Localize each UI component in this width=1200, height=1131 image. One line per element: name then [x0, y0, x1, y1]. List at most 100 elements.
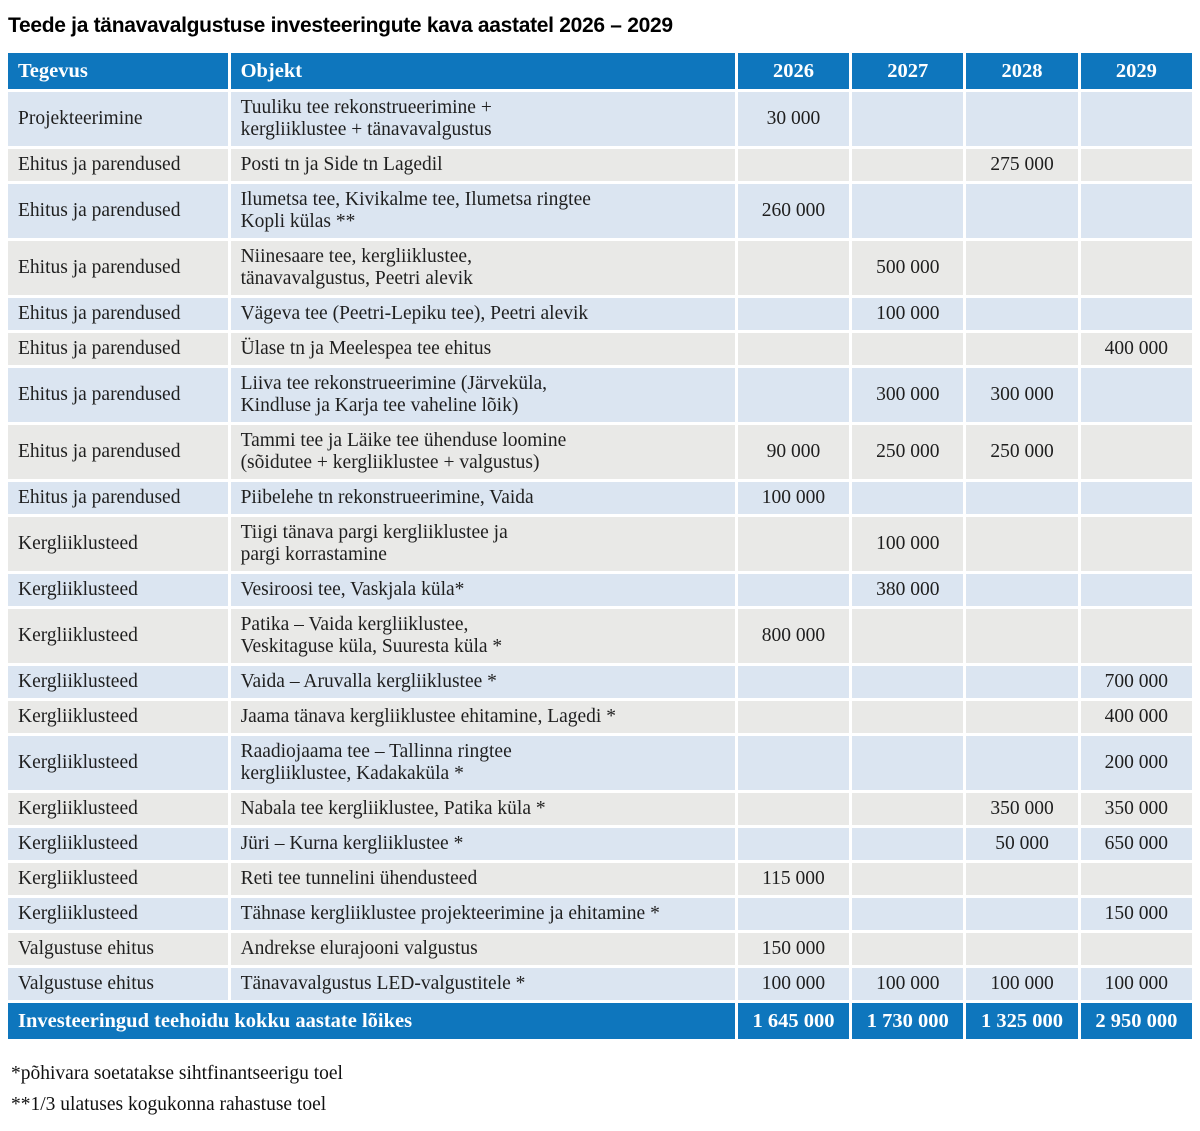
year-value-cell: 250 000: [852, 425, 964, 479]
year-value-cell: [852, 666, 964, 698]
tegevus-cell: Valgustuse ehitus: [8, 933, 228, 965]
column-header-tegevus: Tegevus: [8, 53, 228, 89]
year-value-cell: [852, 828, 964, 860]
table-row: Ehitus ja parendused Piibelehe tn rekonst…: [8, 482, 1192, 514]
objekt-cell: Piibelehe tn rekonstrueerimine, Vaida: [230, 482, 735, 514]
objekt-cell: Tänavavalgustus LED-valgustitele *: [230, 968, 735, 1000]
year-value-cell: [737, 517, 850, 571]
year-value-cell: [737, 793, 850, 825]
year-value-cell: [966, 666, 1078, 698]
table-row: Ehitus ja parendused Ilumetsa tee, Kivika…: [8, 184, 1192, 238]
objekt-cell: Nabala tee kergliiklustee, Patika küla *: [230, 793, 735, 825]
year-value-cell: [966, 298, 1078, 330]
year-value-cell: 400 000: [1080, 701, 1192, 733]
year-value-cell: [966, 933, 1078, 965]
footnote-double-asterisk: **1/3 ulatuses kogukonna rahastuse toel: [11, 1094, 327, 1115]
year-value-cell: [966, 574, 1078, 606]
year-value-cell: [737, 333, 850, 365]
tegevus-cell: Valgustuse ehitus: [8, 968, 228, 1000]
year-value-cell: [966, 241, 1078, 295]
investment-table: Tegevus Objekt 2026 2027 2028 2029 Projekte…: [5, 50, 1195, 1042]
year-value-cell: [966, 736, 1078, 790]
year-value-cell: 260 000: [737, 184, 850, 238]
year-value-cell: [1080, 609, 1192, 663]
table-row: Kergliiklusteed Reti tee tunnelini ühendu…: [8, 863, 1192, 895]
table-row: Ehitus ja parendused Tammi tee ja Läike t…: [8, 425, 1192, 479]
table-row: Kergliiklusteed Vaida – Aruvalla kergliik…: [8, 666, 1192, 698]
table-row: Ehitus ja parendused Posti tn ja Side tn …: [8, 149, 1192, 181]
tegevus-cell: Kergliiklusteed: [8, 666, 228, 698]
year-value-cell: [1080, 425, 1192, 479]
table-row: Kergliiklusteed Vesiroosi tee, Vaskjala k…: [8, 574, 1192, 606]
table-row: Kergliiklusteed Nabala tee kergliiklustee…: [8, 793, 1192, 825]
total-row: Investeeringud teehoidu kokku aastate lõ…: [8, 1003, 1192, 1039]
year-value-cell: [1080, 184, 1192, 238]
year-value-cell: 100 000: [737, 968, 850, 1000]
year-value-cell: [737, 701, 850, 733]
year-value-cell: [966, 517, 1078, 571]
objekt-cell: Reti tee tunnelini ühendusteed: [230, 863, 735, 895]
table-row: Projekteerimine Tuuliku tee rekonstrueeri…: [8, 92, 1192, 146]
tegevus-cell: Kergliiklusteed: [8, 574, 228, 606]
table-row: Kergliiklusteed Jüri – Kurna kergliiklust…: [8, 828, 1192, 860]
year-value-cell: 100 000: [852, 298, 964, 330]
table-body: Projekteerimine Tuuliku tee rekonstrueeri…: [8, 92, 1192, 1000]
column-header-year: 2028: [966, 53, 1078, 89]
year-value-cell: [852, 609, 964, 663]
total-value-cell: 1 645 000: [737, 1003, 850, 1039]
table-row: Ehitus ja parendused Niinesaare tee, kerg…: [8, 241, 1192, 295]
tegevus-cell: Kergliiklusteed: [8, 828, 228, 860]
table-row: Ehitus ja parendused Vägeva tee (Peetri-L…: [8, 298, 1192, 330]
year-value-cell: 380 000: [852, 574, 964, 606]
tegevus-cell: Ehitus ja parendused: [8, 333, 228, 365]
year-value-cell: [1080, 241, 1192, 295]
year-value-cell: [737, 149, 850, 181]
objekt-cell: Raadiojaama tee – Tallinna ringtee kergl…: [230, 736, 735, 790]
year-value-cell: [966, 898, 1078, 930]
objekt-cell: Liiva tee rekonstrueerimine (Järveküla, …: [230, 368, 735, 422]
year-value-cell: [852, 736, 964, 790]
year-value-cell: 250 000: [966, 425, 1078, 479]
year-value-cell: 150 000: [1080, 898, 1192, 930]
footnotes: *põhivara soetatakse sihtfinantseerigu t…: [11, 1058, 1195, 1120]
year-value-cell: [737, 736, 850, 790]
year-value-cell: [852, 149, 964, 181]
year-value-cell: [737, 828, 850, 860]
column-header-year: 2026: [737, 53, 850, 89]
tegevus-cell: Ehitus ja parendused: [8, 241, 228, 295]
year-value-cell: 115 000: [737, 863, 850, 895]
objekt-cell: Tuuliku tee rekonstrueerimine + kergliik…: [230, 92, 735, 146]
column-header-year: 2027: [852, 53, 964, 89]
total-value-cell: 1 325 000: [966, 1003, 1078, 1039]
tegevus-cell: Kergliiklusteed: [8, 736, 228, 790]
objekt-cell: Vaida – Aruvalla kergliiklustee *: [230, 666, 735, 698]
year-value-cell: 150 000: [737, 933, 850, 965]
total-row-label: Investeeringud teehoidu kokku aastate lõ…: [8, 1003, 735, 1039]
tegevus-cell: Ehitus ja parendused: [8, 482, 228, 514]
year-value-cell: [966, 863, 1078, 895]
tegevus-cell: Ehitus ja parendused: [8, 368, 228, 422]
year-value-cell: 100 000: [737, 482, 850, 514]
objekt-cell: Niinesaare tee, kergliiklustee, tänavava…: [230, 241, 735, 295]
year-value-cell: [852, 92, 964, 146]
tegevus-cell: Ehitus ja parendused: [8, 184, 228, 238]
tegevus-cell: Kergliiklusteed: [8, 609, 228, 663]
year-value-cell: [737, 666, 850, 698]
year-value-cell: 275 000: [966, 149, 1078, 181]
year-value-cell: [966, 333, 1078, 365]
tegevus-cell: Ehitus ja parendused: [8, 425, 228, 479]
year-value-cell: [852, 933, 964, 965]
objekt-cell: Vesiroosi tee, Vaskjala küla*: [230, 574, 735, 606]
year-value-cell: 500 000: [852, 241, 964, 295]
column-header-objekt: Objekt: [230, 53, 735, 89]
year-value-cell: 100 000: [966, 968, 1078, 1000]
year-value-cell: [852, 333, 964, 365]
objekt-cell: Tiigi tänava pargi kergliiklustee ja par…: [230, 517, 735, 571]
year-value-cell: 800 000: [737, 609, 850, 663]
table-row: Kergliiklusteed Patika – Vaida kergliiklu…: [8, 609, 1192, 663]
table-row: Ehitus ja parendused Liiva tee rekonstrue…: [8, 368, 1192, 422]
column-header-year: 2029: [1080, 53, 1192, 89]
year-value-cell: [966, 92, 1078, 146]
objekt-cell: Tähnase kergliiklustee projekteerimine j…: [230, 898, 735, 930]
